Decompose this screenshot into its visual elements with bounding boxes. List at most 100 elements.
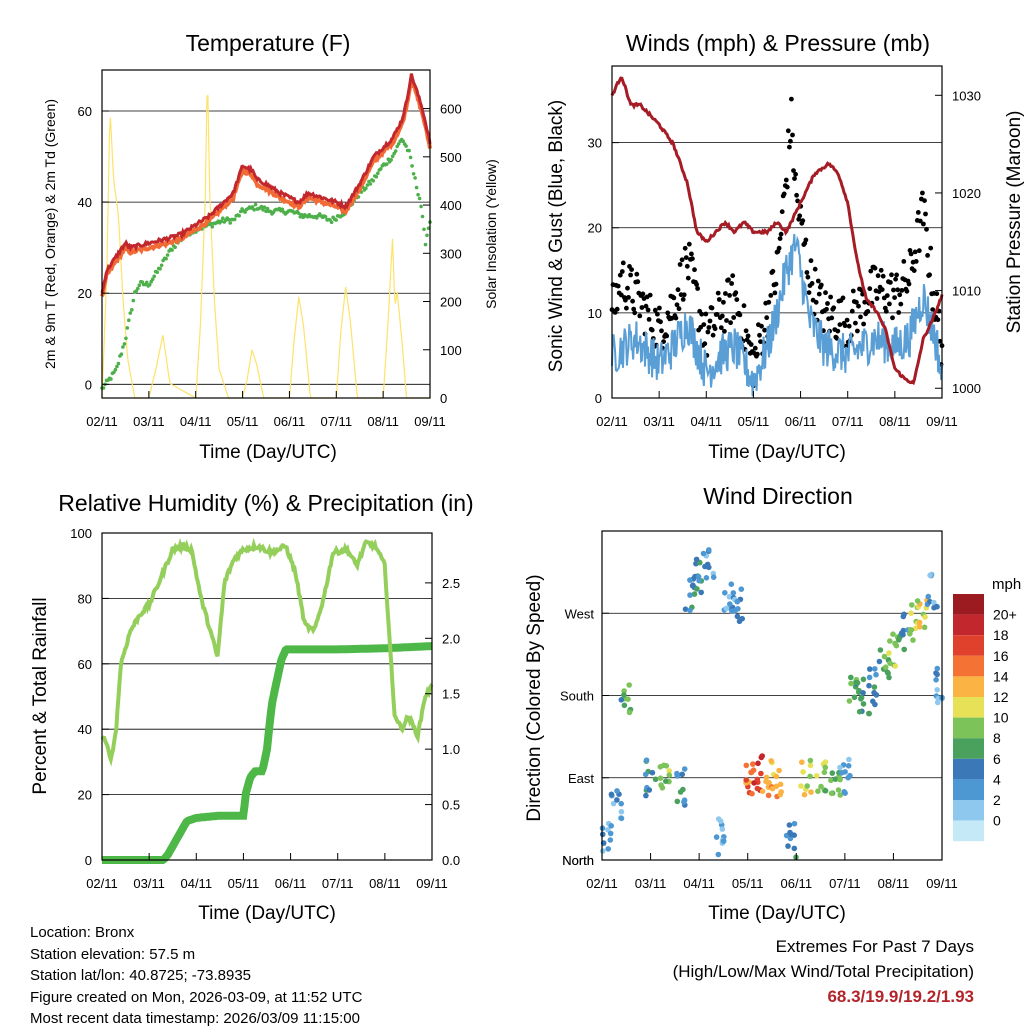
gust-point	[631, 306, 637, 312]
extremes-description: (High/Low/Max Wind/Total Precipitation)	[672, 962, 974, 981]
pressure-series	[610, 76, 944, 386]
direction-point	[804, 783, 810, 789]
direction-point	[871, 684, 878, 690]
direction-point	[695, 573, 702, 580]
direction-point	[845, 763, 852, 769]
dewpoint-point	[158, 267, 162, 271]
gust-point	[812, 266, 818, 272]
gust-point	[646, 317, 652, 322]
direction-point	[765, 792, 772, 799]
direction-y-label: Direction (Colored By Speed)	[524, 574, 545, 821]
direction-point	[798, 783, 804, 789]
direction-point	[848, 674, 854, 681]
direction-point	[916, 619, 923, 626]
colorbar-label: 14	[993, 668, 1009, 684]
dewpoint-point	[250, 205, 255, 209]
dewpoint-point	[219, 219, 224, 223]
dewpoint-point	[365, 183, 370, 187]
station-info: Location: Bronx Station elevation: 57.5 …	[30, 922, 362, 1030]
direction-point	[801, 791, 808, 798]
direction-point	[700, 550, 707, 557]
gust-point	[710, 332, 716, 338]
gust-point	[683, 255, 689, 260]
direction-point	[618, 815, 625, 822]
dewpoint-point	[389, 158, 394, 162]
direction-point	[618, 800, 624, 807]
dewpoint-point	[137, 283, 142, 288]
dewpoint-point	[385, 162, 389, 166]
direction-point	[723, 605, 730, 612]
direction-point	[838, 770, 845, 776]
solar-y-label: Solar Insolation (Yellow)	[483, 159, 499, 309]
dewpoint-point	[124, 336, 128, 341]
gust-point	[924, 226, 929, 232]
gust-point	[778, 231, 784, 237]
temperature-2m-line	[100, 73, 432, 294]
direction-point	[921, 624, 928, 631]
direction-point	[887, 660, 893, 667]
gust-point	[898, 301, 904, 307]
colorbar-label: 0	[993, 813, 1001, 829]
direction-point	[720, 838, 727, 844]
dewpoint-point	[232, 217, 237, 222]
gust-point	[867, 286, 873, 292]
direction-point	[659, 785, 666, 791]
gust-point	[928, 245, 934, 251]
gust-point	[626, 295, 631, 300]
colorbar-label: 6	[993, 751, 1001, 767]
winds-x-label: Time (Day/UTC)	[708, 442, 846, 463]
direction-point	[600, 848, 606, 854]
direction-point	[743, 762, 750, 769]
humidity-x-tick-label: 08/11	[369, 876, 401, 891]
gust-point	[865, 309, 871, 314]
dewpoint-point	[209, 221, 213, 226]
gust-point	[823, 290, 828, 296]
dewpoint-point	[390, 154, 395, 158]
gust-point	[634, 271, 640, 277]
direction-point	[890, 631, 896, 637]
gust-point	[635, 279, 641, 285]
direction-x-tick-label: 08/11	[878, 876, 910, 891]
direction-point	[768, 758, 774, 764]
gust-point	[925, 253, 930, 258]
relative-humidity-series	[100, 537, 434, 767]
direction-point	[728, 581, 735, 587]
humidity-y-tick-label: 100	[70, 526, 92, 541]
humidity-y-tick-label: 0	[85, 853, 92, 868]
gust-point	[718, 325, 724, 331]
gust-point	[714, 312, 720, 317]
dewpoint-point	[119, 352, 124, 357]
direction-point	[642, 771, 649, 778]
direction-point	[608, 791, 615, 798]
direction-point	[813, 773, 820, 779]
gust-point	[816, 291, 822, 297]
direction-point	[821, 769, 828, 776]
gust-point	[726, 277, 731, 283]
humidity-x-tick-label: 09/11	[416, 876, 448, 891]
direction-point	[743, 777, 749, 783]
solar-y-tick-label: 200	[440, 295, 462, 310]
pressure-line	[610, 76, 944, 386]
dewpoint-point	[371, 179, 376, 183]
gust-point	[784, 184, 790, 190]
temperature-x-tick-label: 07/11	[320, 414, 352, 429]
gust-point	[934, 291, 940, 297]
gust-point	[674, 302, 680, 308]
gust-point	[829, 315, 835, 321]
direction-y-tick-label: West	[565, 606, 595, 621]
colorbar-swatch	[953, 697, 984, 718]
dewpoint-point	[121, 345, 125, 349]
gust-point	[757, 332, 762, 338]
gust-point	[701, 322, 707, 327]
dewpoint-point	[113, 367, 118, 372]
temperature-x-tick-label: 05/11	[227, 414, 259, 429]
winds-x-axis: 02/11 03/11 04/11 05/11 06/11 07/11 08/11 09/11	[596, 391, 958, 429]
direction-point	[626, 709, 633, 716]
precipitation-y-tick-label: 1.5	[442, 687, 460, 702]
gust-point	[624, 305, 629, 311]
winds-x-tick-label: 03/11	[643, 414, 675, 429]
gust-point	[719, 313, 725, 319]
gust-point	[828, 294, 833, 300]
temperature-title: Temperature (F)	[186, 30, 351, 56]
